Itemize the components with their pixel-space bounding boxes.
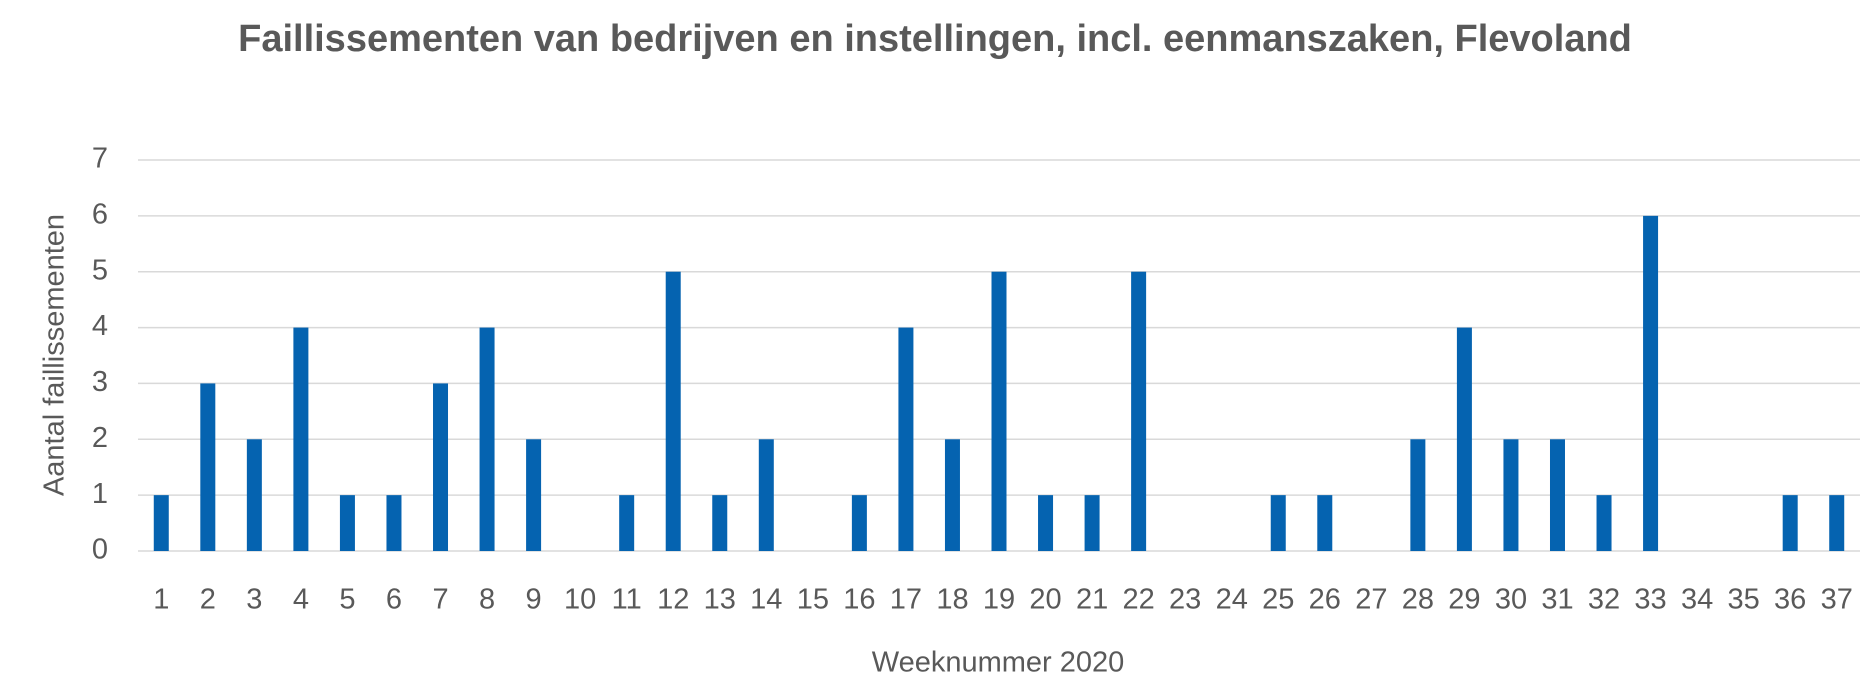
- bar: [1456, 327, 1472, 551]
- x-tick-label: 23: [1169, 584, 1201, 616]
- y-tick-label: 1: [92, 478, 108, 510]
- x-tick-label: 6: [386, 584, 402, 616]
- bar: [246, 439, 262, 551]
- x-tick-label: 11: [612, 584, 642, 616]
- bar: [758, 439, 774, 551]
- bar: [1782, 495, 1798, 551]
- x-tick-label: 19: [983, 584, 1015, 616]
- x-tick-label: 35: [1728, 584, 1760, 616]
- y-tick-label: 3: [92, 366, 108, 398]
- bar: [1038, 495, 1054, 551]
- x-tick-label: 15: [797, 584, 829, 616]
- bar: [386, 495, 402, 551]
- y-tick-label: 5: [92, 254, 108, 286]
- bar: [1829, 495, 1845, 551]
- x-tick-label: 33: [1634, 584, 1666, 616]
- x-tick-label: 31: [1541, 584, 1573, 616]
- x-tick-label: 22: [1122, 584, 1154, 616]
- x-tick-label: 10: [564, 584, 596, 616]
- bar: [526, 439, 542, 551]
- bar: [479, 327, 495, 551]
- x-tick-label: 3: [246, 584, 262, 616]
- bar: [200, 383, 216, 551]
- y-axis-label: Aantal faillissementen: [39, 214, 71, 496]
- bar: [1643, 215, 1659, 551]
- x-tick-label: 36: [1774, 584, 1806, 616]
- x-tick-label: 5: [339, 584, 355, 616]
- bar: [712, 495, 728, 551]
- y-tick-label: 6: [92, 199, 108, 231]
- bar: [898, 327, 914, 551]
- bar: [1317, 495, 1333, 551]
- x-tick-label: 8: [479, 584, 495, 616]
- x-tick-label: 16: [843, 584, 875, 616]
- x-tick-label: 37: [1821, 584, 1853, 616]
- x-tick-label: 13: [704, 584, 736, 616]
- bar: [1503, 439, 1519, 551]
- x-tick-label: 26: [1309, 584, 1341, 616]
- x-tick-label: 9: [526, 584, 542, 616]
- x-tick-label: 21: [1076, 584, 1108, 616]
- x-tick-label: 2: [200, 584, 216, 616]
- x-tick-label: 17: [890, 584, 922, 616]
- bar: [944, 439, 960, 551]
- bar: [153, 495, 169, 551]
- x-tick-label: 14: [750, 584, 782, 616]
- x-tick-label: 18: [936, 584, 968, 616]
- bar: [1596, 495, 1612, 551]
- y-tick-label: 4: [92, 310, 108, 342]
- bar: [991, 271, 1007, 551]
- bar: [1084, 495, 1100, 551]
- x-tick-label: 24: [1216, 584, 1248, 616]
- bar: [293, 327, 309, 551]
- x-tick-label: 28: [1402, 584, 1434, 616]
- x-tick-label: 32: [1588, 584, 1620, 616]
- y-tick-label: 7: [92, 143, 108, 175]
- y-tick-label: 0: [92, 534, 108, 566]
- x-tick-label: 1: [153, 584, 169, 616]
- x-tick-label: 30: [1495, 584, 1527, 616]
- bar: [1410, 439, 1426, 551]
- bar: [665, 271, 681, 551]
- bar: [339, 495, 355, 551]
- bar: [1131, 271, 1147, 551]
- x-tick-label: 20: [1029, 584, 1061, 616]
- x-tick-label: 25: [1262, 584, 1294, 616]
- x-tick-label: 34: [1681, 584, 1713, 616]
- chart-title: Faillissementen van bedrijven en instell…: [238, 18, 1632, 60]
- y-tick-label: 2: [92, 422, 108, 454]
- bar: [1270, 495, 1286, 551]
- bar: [619, 495, 635, 551]
- x-tick-label: 29: [1448, 584, 1480, 616]
- bar: [851, 495, 867, 551]
- x-tick-label: 7: [432, 584, 448, 616]
- x-tick-label: 4: [293, 584, 309, 616]
- bar: [433, 383, 449, 551]
- x-tick-label: 27: [1355, 584, 1387, 616]
- bar: [1549, 439, 1565, 551]
- x-axis-label: Weeknummer 2020: [872, 647, 1125, 679]
- x-tick-label: 12: [657, 584, 689, 616]
